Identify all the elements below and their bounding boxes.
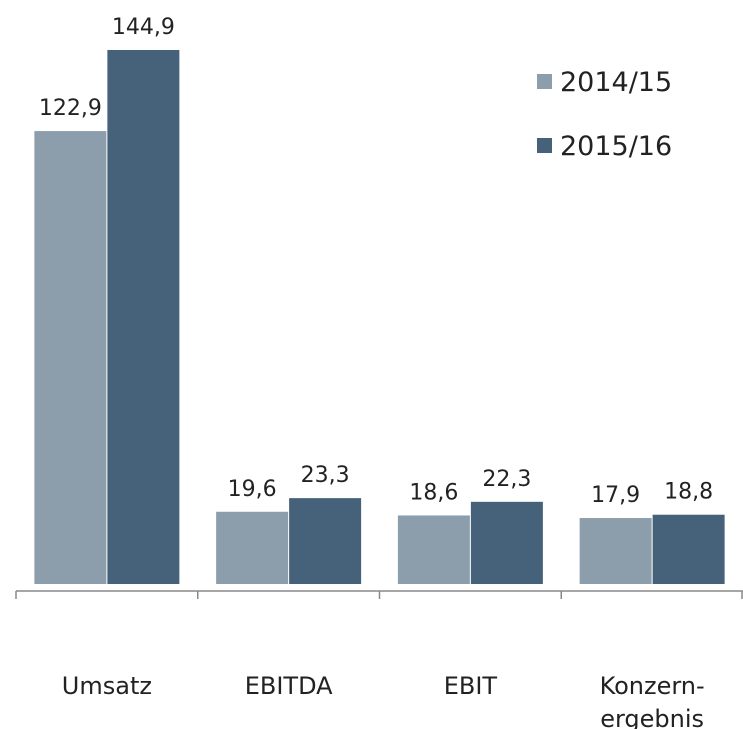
- bar: [216, 511, 289, 584]
- x-tick-label: Konzern-ergebnis: [600, 672, 705, 729]
- value-label: 144,9: [112, 15, 175, 40]
- bar: [470, 501, 543, 584]
- bar: [652, 514, 725, 584]
- legend-label: 2015/16: [560, 131, 672, 162]
- legend-swatch: [537, 138, 552, 153]
- bar: [579, 518, 652, 584]
- legend-label: 2014/15: [560, 67, 672, 98]
- value-label: 23,3: [301, 463, 350, 488]
- value-label: 17,9: [591, 483, 640, 508]
- legend-swatch: [537, 74, 552, 89]
- bar: [34, 131, 107, 584]
- bar: [289, 498, 362, 584]
- bar: [397, 515, 470, 584]
- x-tick-label: Umsatz: [62, 672, 152, 700]
- bar: [107, 50, 180, 584]
- value-label: 22,3: [482, 467, 531, 492]
- value-label: 122,9: [39, 96, 102, 121]
- value-label: 19,6: [228, 477, 277, 502]
- value-label: 18,6: [409, 480, 458, 505]
- x-tick-label: EBITDA: [245, 672, 333, 700]
- x-tick-label: EBIT: [444, 672, 498, 700]
- value-label: 18,8: [664, 480, 713, 505]
